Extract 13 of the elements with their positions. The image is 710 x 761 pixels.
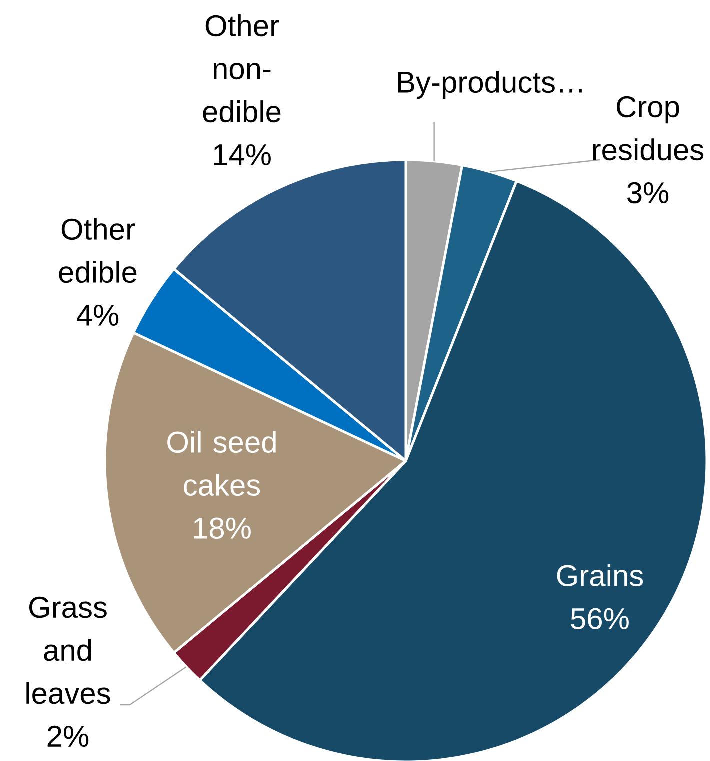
- slice-label: Oil seed cakes: [168, 430, 276, 496]
- data-label: 14%: [214, 144, 271, 166]
- data-label: 4%: [77, 304, 119, 326]
- slice-label: Grass and leaves: [26, 596, 110, 704]
- slice-label: Crop residues: [593, 96, 704, 161]
- slice-label: Other non-edible: [203, 14, 281, 123]
- data-label: 2%: [48, 726, 89, 748]
- slice-label: Other edible: [59, 218, 137, 284]
- data-label: 3%: [627, 182, 669, 204]
- data-label: 56%: [571, 608, 629, 630]
- slice-label: By-products…: [398, 71, 582, 99]
- slice-label: Grains: [557, 564, 644, 587]
- data-label: 18%: [194, 518, 251, 540]
